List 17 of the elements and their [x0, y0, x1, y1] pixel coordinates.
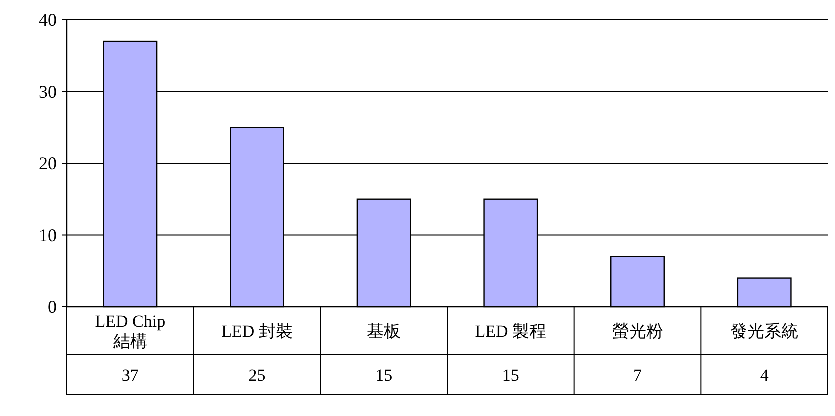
data-label: 15	[376, 366, 393, 385]
y-tick-label: 40	[39, 10, 57, 30]
y-tick-label: 20	[39, 154, 57, 174]
data-label: 37	[122, 366, 140, 385]
x-tick-label: LED 封裝	[222, 322, 293, 341]
y-tick-label: 0	[48, 297, 57, 317]
x-tick-label: 螢光粉	[612, 322, 664, 341]
data-label: 25	[248, 366, 266, 385]
x-tick-label: LED 製程	[475, 322, 547, 341]
x-tick-label: LED Chip 結構	[95, 312, 166, 351]
x-tick-label: 發光系統	[730, 322, 799, 341]
y-tick-label: 10	[39, 225, 57, 246]
data-label: 4	[760, 366, 770, 385]
data-label: 7	[634, 366, 642, 385]
y-tick-label: 30	[39, 82, 57, 102]
data-label: 15	[502, 366, 520, 385]
x-tick-label: 基板	[367, 322, 402, 341]
